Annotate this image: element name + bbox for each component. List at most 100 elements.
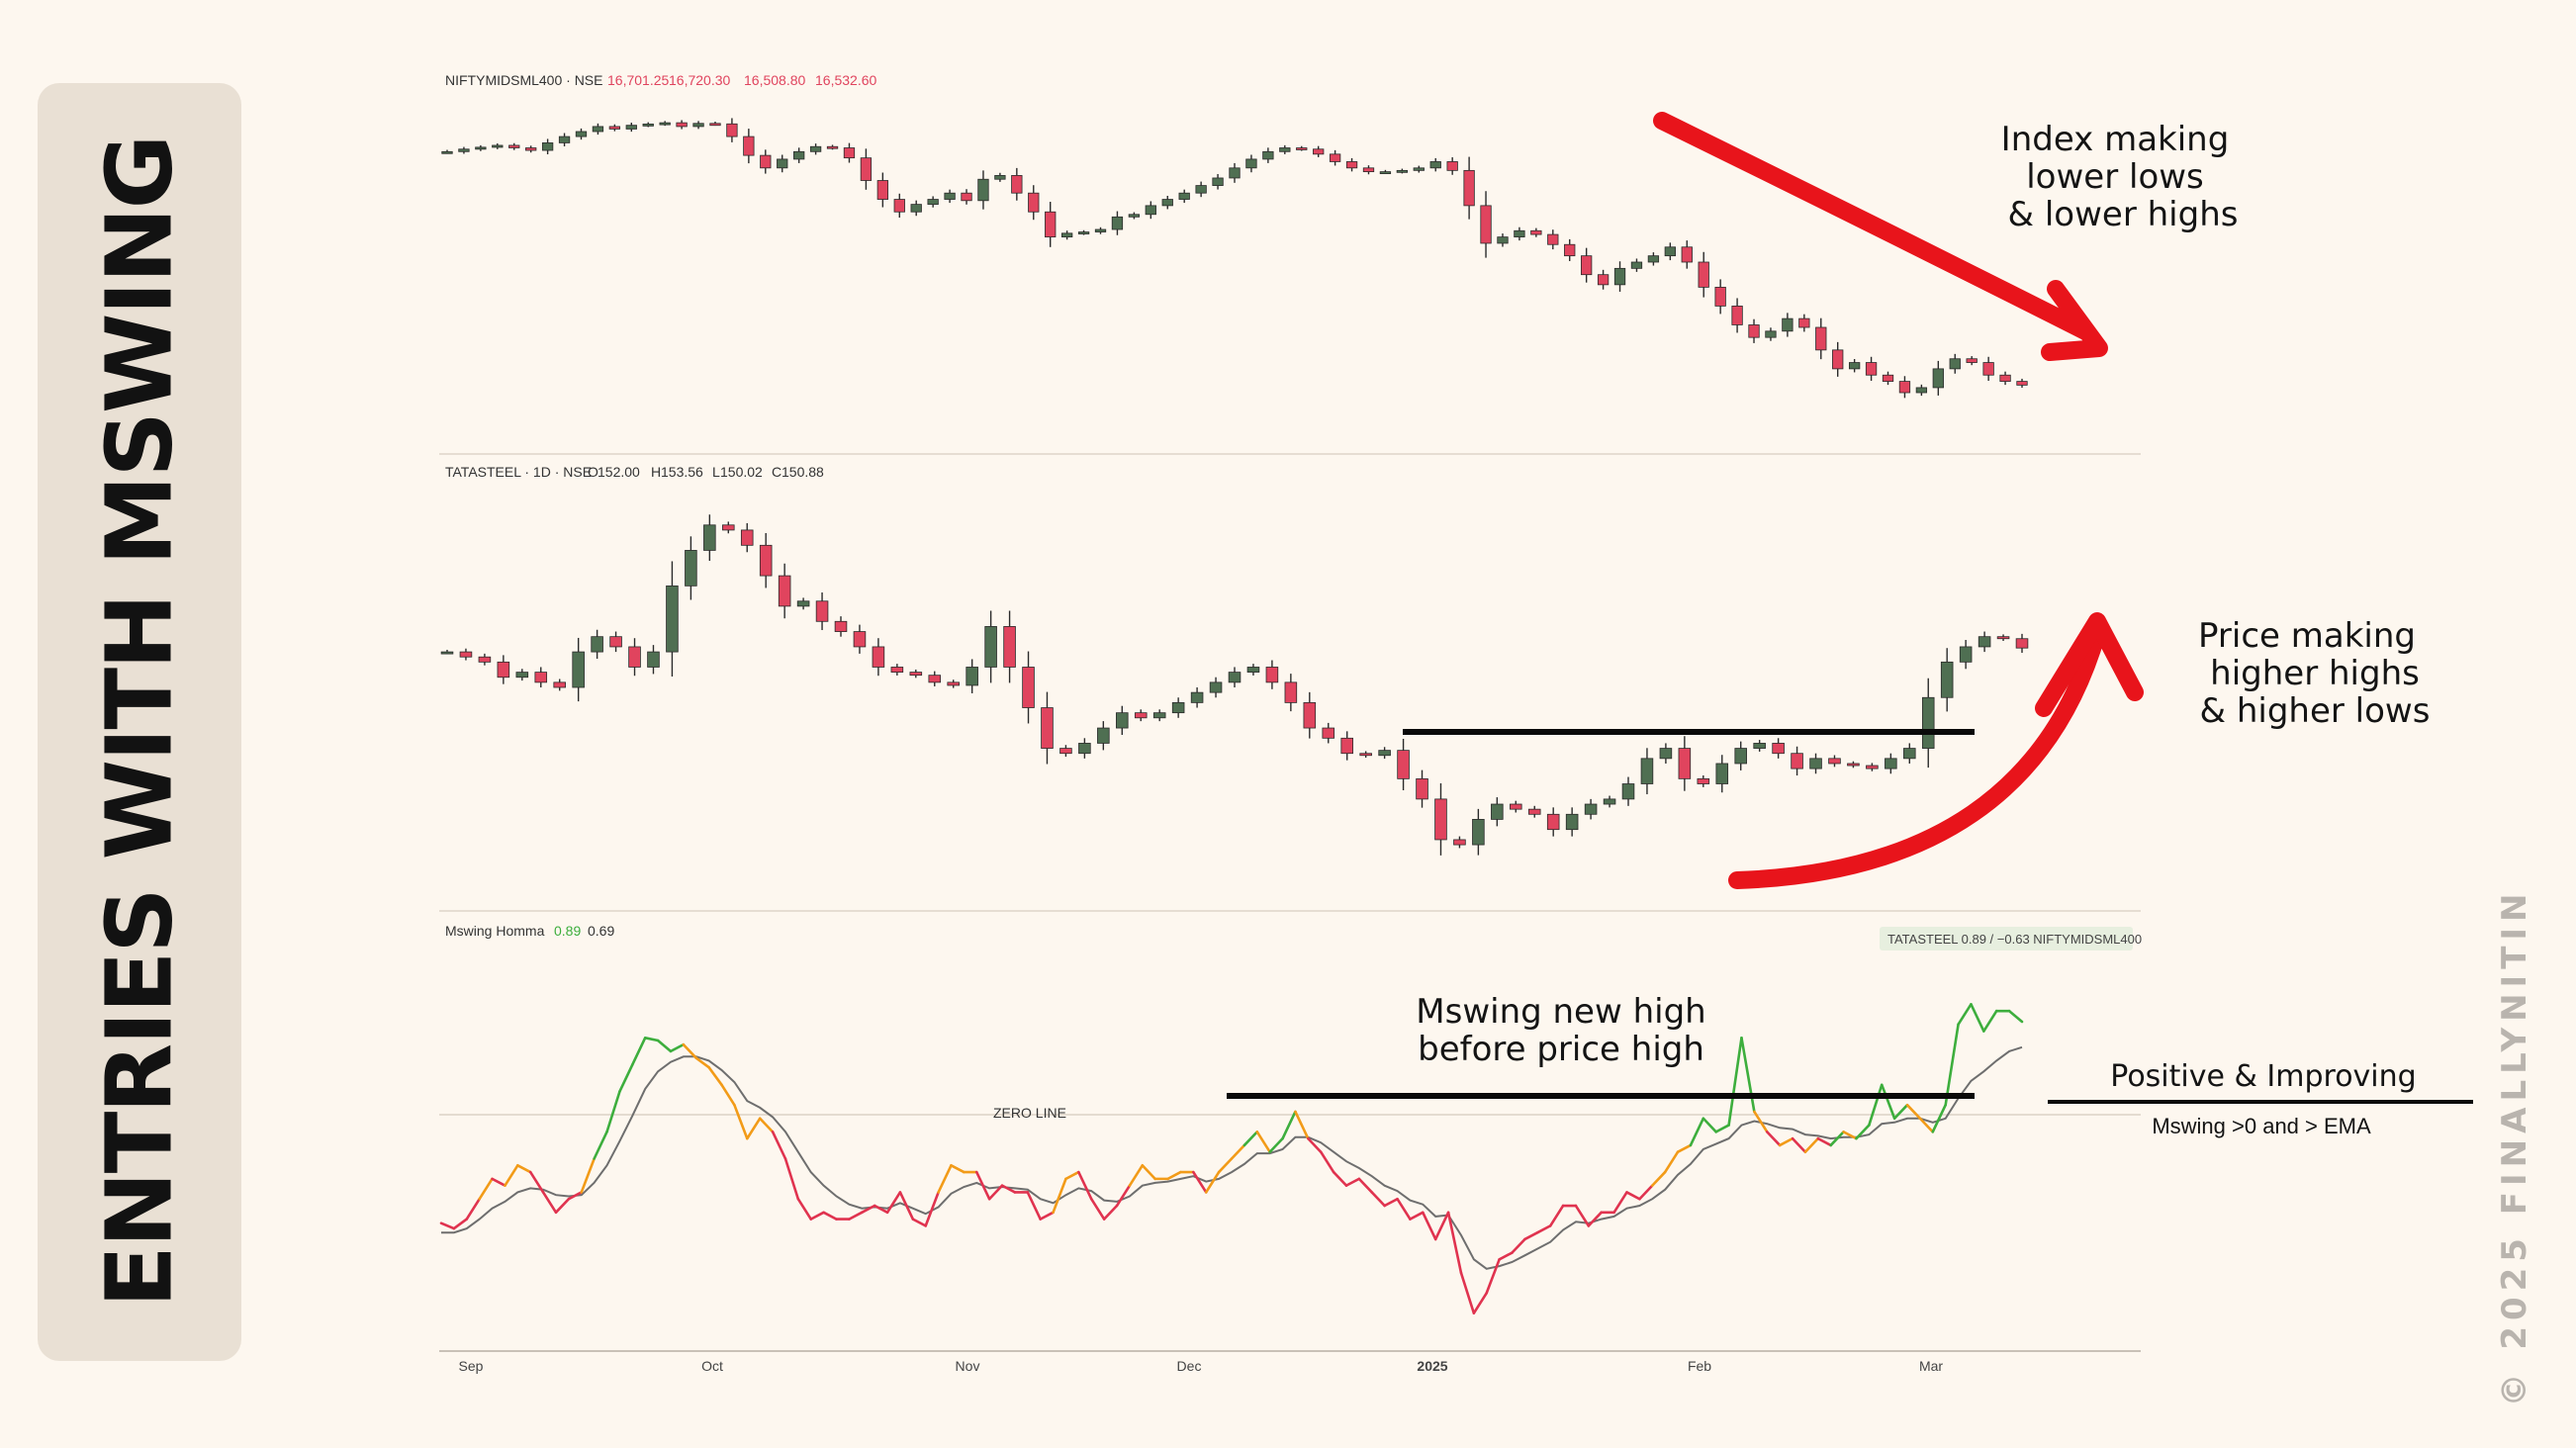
mswing-line-segment bbox=[848, 1211, 864, 1221]
index-candle bbox=[1262, 147, 1274, 163]
index-candle bbox=[1982, 356, 1994, 381]
mswing-line-segment bbox=[1535, 1224, 1552, 1234]
index-candle bbox=[1094, 226, 1107, 234]
mswing-line-segment bbox=[516, 1163, 532, 1174]
mswing-line-segment bbox=[528, 1170, 545, 1194]
mswing-line-segment bbox=[1855, 1124, 1871, 1140]
mswing-line-segment bbox=[694, 1056, 710, 1069]
mswing-line-segment bbox=[580, 1157, 596, 1194]
index-candle bbox=[1798, 314, 1810, 332]
stock-candle bbox=[1097, 721, 1110, 751]
index-candle bbox=[1597, 269, 1610, 290]
index-candle bbox=[2016, 378, 2028, 389]
stock-candle bbox=[796, 597, 810, 610]
mswing-line-segment bbox=[1383, 1197, 1399, 1208]
mswing-line-segment bbox=[439, 1222, 456, 1230]
stock-annotation-line-2: higher highs bbox=[2210, 654, 2420, 693]
index-candle bbox=[1111, 211, 1124, 235]
stock-candle bbox=[1434, 782, 1447, 856]
index-annotation-line-1: Index making bbox=[2001, 120, 2230, 159]
index-candle bbox=[1329, 149, 1341, 166]
indicator-name: Mswing Homma bbox=[445, 923, 545, 939]
index-annotation-line-2: lower lows bbox=[2026, 157, 2204, 197]
stock-candle bbox=[834, 616, 848, 637]
mswing-line-segment bbox=[1039, 1211, 1055, 1221]
stock-close-label: C bbox=[772, 464, 782, 480]
index-candle bbox=[1497, 233, 1509, 247]
index-candle bbox=[1664, 242, 1676, 261]
indicator-value-1: 0.89 bbox=[554, 923, 581, 939]
mswing-line-segment bbox=[950, 1163, 966, 1174]
stock-candle bbox=[1940, 648, 1954, 712]
index-candle bbox=[1245, 154, 1257, 173]
index-candle bbox=[1060, 230, 1073, 240]
mswing-line-segment bbox=[1141, 1163, 1156, 1181]
stock-candle bbox=[1565, 807, 1579, 837]
index-candle bbox=[910, 200, 922, 217]
stock-candle bbox=[666, 561, 679, 677]
stock-candle bbox=[1527, 805, 1541, 818]
mswing-line-segment bbox=[1803, 1136, 1820, 1154]
mswing-line-segment bbox=[1982, 1009, 1998, 1033]
mswing-line-segment bbox=[783, 1157, 800, 1201]
mswing-line-segment bbox=[1587, 1211, 1604, 1227]
mswing-line-segment bbox=[1944, 1023, 1960, 1107]
mswing-line-segment bbox=[1422, 1211, 1437, 1241]
index-candle bbox=[860, 148, 873, 190]
mswing-line-segment bbox=[1255, 1131, 1271, 1154]
stock-candle bbox=[1603, 795, 1616, 808]
stock-candle bbox=[947, 679, 960, 688]
mswing-line-segment bbox=[822, 1211, 838, 1221]
mswing-line-segment bbox=[1115, 1184, 1132, 1208]
mswing-line-segment bbox=[720, 1083, 736, 1107]
mswing-line-segment bbox=[1574, 1204, 1591, 1227]
index-candle bbox=[793, 147, 805, 163]
index-candle bbox=[1832, 341, 1844, 377]
index-candle bbox=[1681, 240, 1693, 269]
index-candle bbox=[760, 149, 772, 174]
mswing-line-segment bbox=[1319, 1150, 1335, 1174]
mswing-line-segment bbox=[1753, 1110, 1769, 1133]
stock-open: 152.00 bbox=[598, 464, 640, 480]
index-candle bbox=[1296, 145, 1308, 151]
indicator-legend-badge: TATASTEEL 0.89 / −0.63 NIFTYMIDSML400 bbox=[1887, 932, 2142, 947]
index-candle bbox=[1815, 317, 1827, 360]
stock-candle bbox=[1003, 610, 1016, 683]
stock-candle bbox=[966, 659, 978, 693]
mswing-line-segment bbox=[1433, 1211, 1450, 1241]
index-candle bbox=[1865, 356, 1878, 381]
zero-line-label: ZERO LINE bbox=[993, 1105, 1066, 1121]
index-candle bbox=[843, 142, 856, 163]
stock-candle bbox=[553, 679, 566, 691]
index-candle bbox=[1480, 191, 1492, 258]
stock-candle bbox=[2015, 633, 2029, 654]
index-candle bbox=[1581, 247, 1593, 283]
index-candle bbox=[1345, 157, 1358, 172]
mswing-line-segment bbox=[643, 1037, 660, 1042]
stock-annotation-line-1: Price making bbox=[2198, 616, 2416, 656]
mswing-line-segment bbox=[1842, 1131, 1858, 1140]
mswing-line-segment bbox=[1026, 1191, 1042, 1221]
mswing-line-segment bbox=[491, 1177, 506, 1187]
stock-candle bbox=[1659, 743, 1673, 764]
stock-candle bbox=[778, 563, 791, 619]
stock-candle bbox=[1753, 740, 1766, 752]
mswing-line-segment bbox=[1166, 1170, 1182, 1181]
index-candle bbox=[1714, 279, 1726, 315]
index-candle bbox=[1898, 376, 1911, 399]
stock-candles bbox=[440, 514, 2029, 856]
mswing-line-segment bbox=[504, 1163, 519, 1187]
mswing-line-segment bbox=[541, 1191, 558, 1215]
index-annotation-line-3: & lower highs bbox=[2008, 195, 2239, 234]
index-candle bbox=[1782, 313, 1794, 337]
stock-low-label: L bbox=[712, 464, 720, 480]
stock-candle bbox=[1491, 797, 1504, 827]
index-candle bbox=[1128, 212, 1141, 220]
mswing-line-segment bbox=[1102, 1204, 1119, 1221]
index-candle bbox=[1731, 298, 1743, 333]
stock-candle bbox=[1303, 691, 1317, 739]
stock-candle bbox=[478, 653, 492, 666]
mswing-line-segment bbox=[937, 1163, 953, 1194]
indicator-value-2: 0.69 bbox=[588, 923, 614, 939]
index-candle bbox=[676, 120, 688, 130]
